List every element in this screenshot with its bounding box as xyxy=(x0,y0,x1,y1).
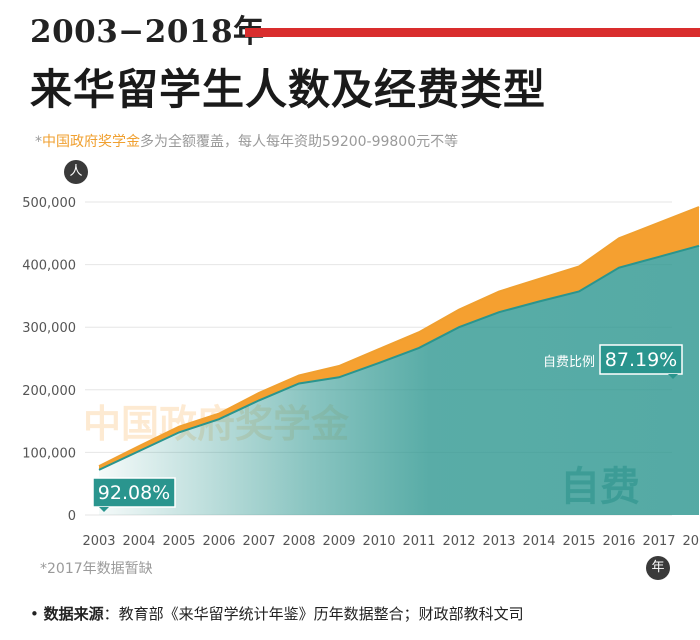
note-rest: 多为全额覆盖，每人每年资助59200-99800元不等 xyxy=(140,134,459,150)
y-unit-badge: 人 xyxy=(64,160,88,184)
x-tick-label: 2005 xyxy=(162,534,195,549)
y-tick-label: 300,000 xyxy=(22,321,76,336)
x-tick-label: 2006 xyxy=(202,534,235,549)
annotation-pointer-2018 xyxy=(668,374,678,379)
note-prefix: * xyxy=(35,134,42,150)
page-title: 来华留学生人数及经费类型 xyxy=(30,65,547,114)
source-text: ：教育部《来华留学统计年鉴》历年数据整合；财政部教科文司 xyxy=(103,605,524,623)
y-tick-label: 500,000 xyxy=(22,196,76,211)
x-tick-label: 2003 xyxy=(82,534,115,549)
x-tick-label: 2008 xyxy=(282,534,315,549)
x-unit-badge: 年 xyxy=(646,556,670,580)
title-year-range: 2003−2018年 xyxy=(30,14,265,50)
footnote-missing-data: *2017年数据暂缺 xyxy=(40,561,153,577)
x-tick-label: 2011 xyxy=(402,534,435,549)
x-tick-label: 2015 xyxy=(562,534,595,549)
annotation-box-2003 xyxy=(92,477,176,508)
x-tick-label: 2007 xyxy=(242,534,275,549)
x-tick-label: 2018 xyxy=(682,534,700,549)
annotation-value-2003: 92.08% xyxy=(98,482,170,504)
source-label: 数据来源 xyxy=(43,605,104,623)
scholarship-note: *中国政府奖学金多为全额覆盖，每人每年资助59200-99800元不等 xyxy=(35,131,458,151)
x-tick-label: 2014 xyxy=(522,534,555,549)
line-total xyxy=(98,206,700,468)
x-tick-label: 2004 xyxy=(122,534,155,549)
annotation-pointer-2003 xyxy=(99,507,109,512)
x-tick-label: 2009 xyxy=(322,534,355,549)
title-accent-bar xyxy=(245,28,700,37)
source-bullet: • xyxy=(30,605,39,623)
x-tick-label: 2012 xyxy=(442,534,475,549)
y-tick-label: 100,000 xyxy=(22,446,76,461)
y-tick-label: 400,000 xyxy=(22,259,76,274)
x-tick-label: 2017 xyxy=(642,534,675,549)
x-tick-label: 2016 xyxy=(602,534,635,549)
y-tick-label: 200,000 xyxy=(22,384,76,399)
y-tick-label: 0 xyxy=(68,509,76,524)
line-self-funded xyxy=(98,244,700,471)
x-tick-label: 2013 xyxy=(482,534,515,549)
area-self-funded xyxy=(99,245,699,516)
x-tick-label: 2010 xyxy=(362,534,395,549)
data-source: • 数据来源：教育部《来华留学统计年鉴》历年数据整合；财政部教科文司 xyxy=(30,603,524,624)
note-highlight: 中国政府奖学金 xyxy=(42,134,140,150)
annotation-prefix-2018: 自费比例 xyxy=(543,355,595,370)
annotation-box-2018 xyxy=(599,344,683,375)
annotation-value-2018: 87.19% xyxy=(605,349,677,371)
